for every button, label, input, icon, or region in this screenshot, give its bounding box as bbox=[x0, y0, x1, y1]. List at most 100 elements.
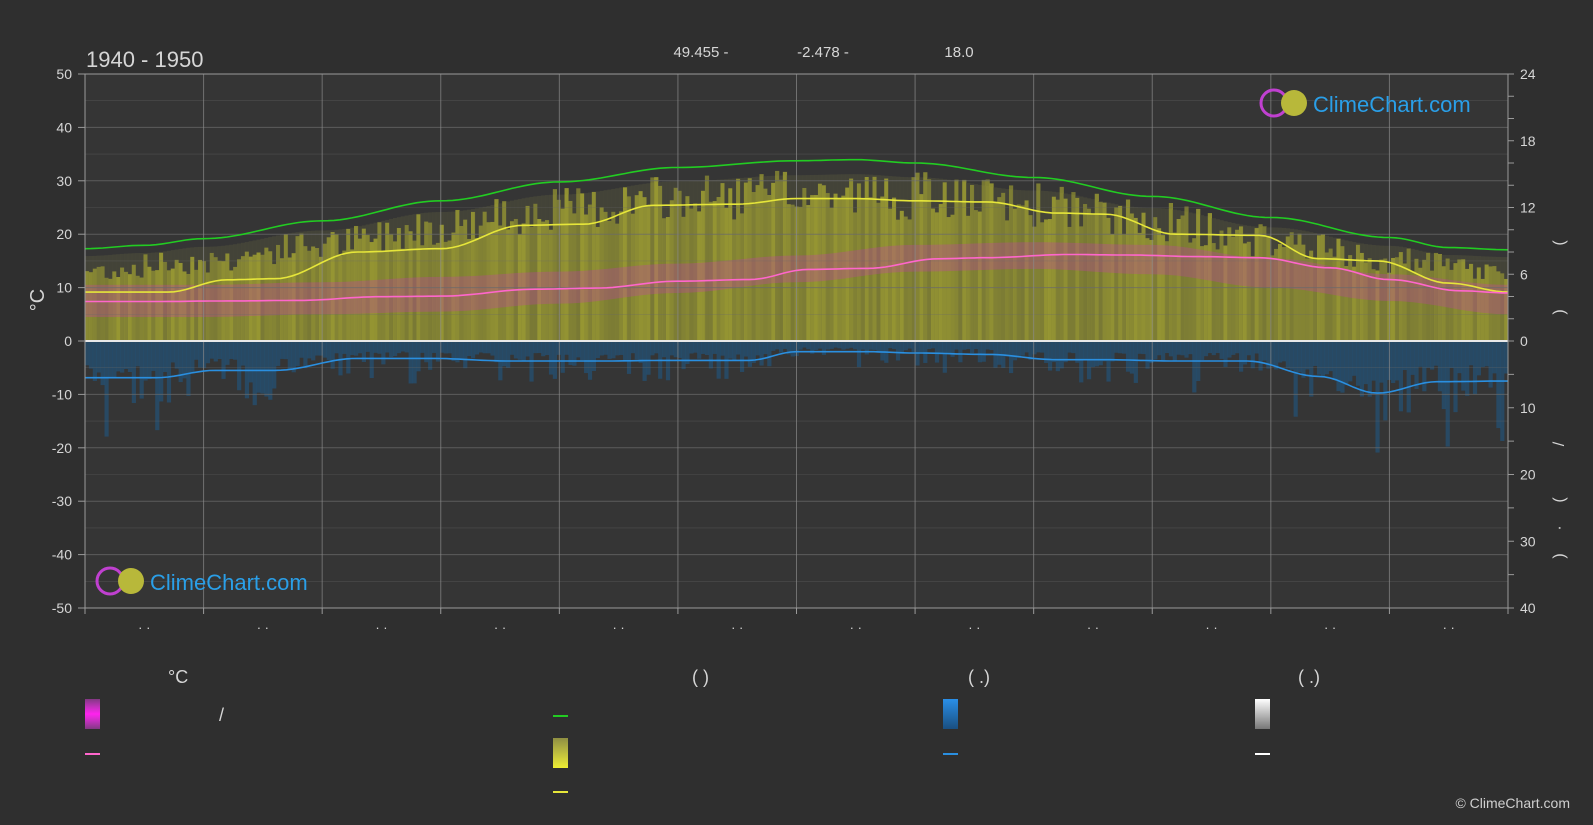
precip-day-bar bbox=[162, 341, 168, 373]
precip-day-bar bbox=[1137, 341, 1142, 354]
sunshine-day-bar bbox=[1180, 215, 1185, 341]
sunshine-day-bar bbox=[1098, 202, 1103, 341]
precip-day-bar bbox=[634, 341, 639, 360]
sunshine-day-bar bbox=[634, 195, 639, 341]
precip-day-bar bbox=[1059, 341, 1064, 369]
sunshine-day-bar bbox=[611, 211, 616, 341]
sunshine-day-bar bbox=[697, 211, 702, 341]
sunshine-day-bar bbox=[455, 209, 460, 341]
precip-day-bar bbox=[178, 341, 183, 383]
precip-day-bar bbox=[377, 341, 382, 354]
sunshine-day-bar bbox=[568, 200, 573, 341]
precip-day-bar bbox=[229, 341, 234, 359]
precip-day-bar bbox=[424, 341, 429, 363]
sunshine-day-bar bbox=[318, 256, 324, 341]
sunshine-day-bar bbox=[1430, 270, 1435, 341]
sunshine-day-bar bbox=[381, 250, 386, 341]
precip-day-bar bbox=[307, 341, 312, 359]
precip-day-bar bbox=[120, 341, 125, 373]
y-right-axis-label-glyph: · bbox=[1551, 525, 1568, 530]
logo-sun-icon bbox=[118, 568, 144, 594]
sunshine-day-bar bbox=[1231, 236, 1236, 341]
sunshine-day-bar bbox=[1422, 259, 1427, 341]
sunshine-day-bar bbox=[494, 199, 499, 341]
sunshine-day-bar bbox=[911, 177, 916, 341]
precip-day-bar bbox=[1457, 341, 1462, 374]
precip-day-bar bbox=[1044, 341, 1049, 363]
sunshine-day-bar bbox=[969, 184, 975, 341]
y-right-axis-label-glyph: ( bbox=[1551, 240, 1568, 246]
sunshine-day-bar bbox=[1394, 257, 1400, 341]
sunshine-day-bar bbox=[1445, 258, 1450, 341]
sunshine-day-bar bbox=[416, 214, 421, 341]
sunshine-day-bar bbox=[435, 242, 441, 341]
sunshine-day-bar bbox=[689, 208, 694, 341]
precip-day-bar bbox=[1211, 341, 1216, 356]
precip-day-bar bbox=[447, 341, 452, 354]
sunshine-day-bar bbox=[474, 237, 480, 341]
sunshine-day-bar bbox=[1079, 226, 1084, 341]
x-tick-label: · · bbox=[1205, 620, 1217, 635]
precip-day-bar bbox=[116, 341, 121, 372]
precip-day-bar bbox=[346, 341, 351, 374]
precip-day-bar bbox=[1051, 341, 1057, 363]
sunshine-day-bar bbox=[1246, 241, 1251, 341]
precip-day-bar bbox=[626, 341, 632, 374]
sunshine-day-bar bbox=[704, 175, 710, 341]
precip-day-bar bbox=[849, 341, 854, 348]
sunshine-day-bar bbox=[537, 218, 542, 341]
precip-day-bar bbox=[260, 341, 265, 394]
y-left-tick-label: 10 bbox=[56, 280, 72, 296]
sunshine-day-bar bbox=[322, 243, 328, 341]
precip-day-bar bbox=[1379, 341, 1384, 383]
precip-day-bar bbox=[1063, 341, 1068, 363]
x-tick-label: · · bbox=[257, 620, 269, 635]
sunshine-day-bar bbox=[326, 237, 331, 341]
sunshine-day-bar bbox=[1024, 200, 1029, 341]
legend-temp-title: °C bbox=[168, 667, 188, 687]
sunshine-day-bar bbox=[720, 183, 725, 341]
sunshine-day-bar bbox=[1277, 243, 1283, 341]
precip-day-bar bbox=[689, 341, 694, 354]
sunshine-day-bar bbox=[155, 270, 160, 341]
sunshine-day-bar bbox=[1355, 244, 1361, 341]
sunshine-day-bar bbox=[1289, 232, 1294, 341]
precip-day-bar bbox=[443, 341, 448, 354]
precip-day-bar bbox=[252, 341, 257, 406]
precip-day-bar bbox=[712, 341, 717, 354]
legend-col2-title: ( ) bbox=[692, 667, 709, 687]
sunshine-day-bar bbox=[104, 277, 109, 341]
precip-day-bar bbox=[767, 341, 772, 367]
sunshine-day-bar bbox=[123, 271, 129, 341]
sunshine-day-bar bbox=[1223, 245, 1228, 341]
legend-temp-range-swatch bbox=[85, 699, 100, 729]
precip-day-bar bbox=[396, 341, 402, 354]
sunshine-day-bar bbox=[392, 241, 398, 341]
y-right-axis-label-glyph: ) bbox=[1551, 309, 1568, 314]
precip-day-bar bbox=[1426, 341, 1431, 368]
precip-day-bar bbox=[545, 341, 550, 356]
sunshine-day-bar bbox=[1047, 219, 1053, 341]
sunshine-day-bar bbox=[166, 270, 172, 341]
sunshine-day-bar bbox=[1375, 270, 1380, 341]
sunshine-day-bar bbox=[1363, 262, 1368, 341]
sunshine-day-bar bbox=[1164, 241, 1170, 341]
sunshine-day-bar bbox=[92, 268, 97, 341]
y-right-bottom-tick-label: 30 bbox=[1520, 533, 1536, 549]
sunshine-day-bar bbox=[775, 170, 780, 341]
sunshine-day-bar bbox=[825, 193, 830, 341]
precip-day-bar bbox=[151, 341, 156, 371]
sunshine-day-bar bbox=[502, 201, 507, 341]
sunshine-day-bar bbox=[1219, 230, 1224, 341]
precip-day-bar bbox=[1250, 341, 1255, 369]
sunshine-day-bar bbox=[837, 198, 842, 341]
precip-day-bar bbox=[1203, 341, 1209, 357]
sunshine-day-bar bbox=[135, 275, 140, 341]
precip-day-bar bbox=[934, 341, 940, 363]
sunshine-day-bar bbox=[1071, 192, 1076, 341]
sunshine-day-bar bbox=[1016, 204, 1021, 341]
precip-day-bar bbox=[190, 341, 195, 374]
precip-day-bar bbox=[240, 341, 246, 366]
sunshine-day-bar bbox=[595, 226, 600, 341]
precip-day-bar bbox=[1496, 341, 1501, 429]
